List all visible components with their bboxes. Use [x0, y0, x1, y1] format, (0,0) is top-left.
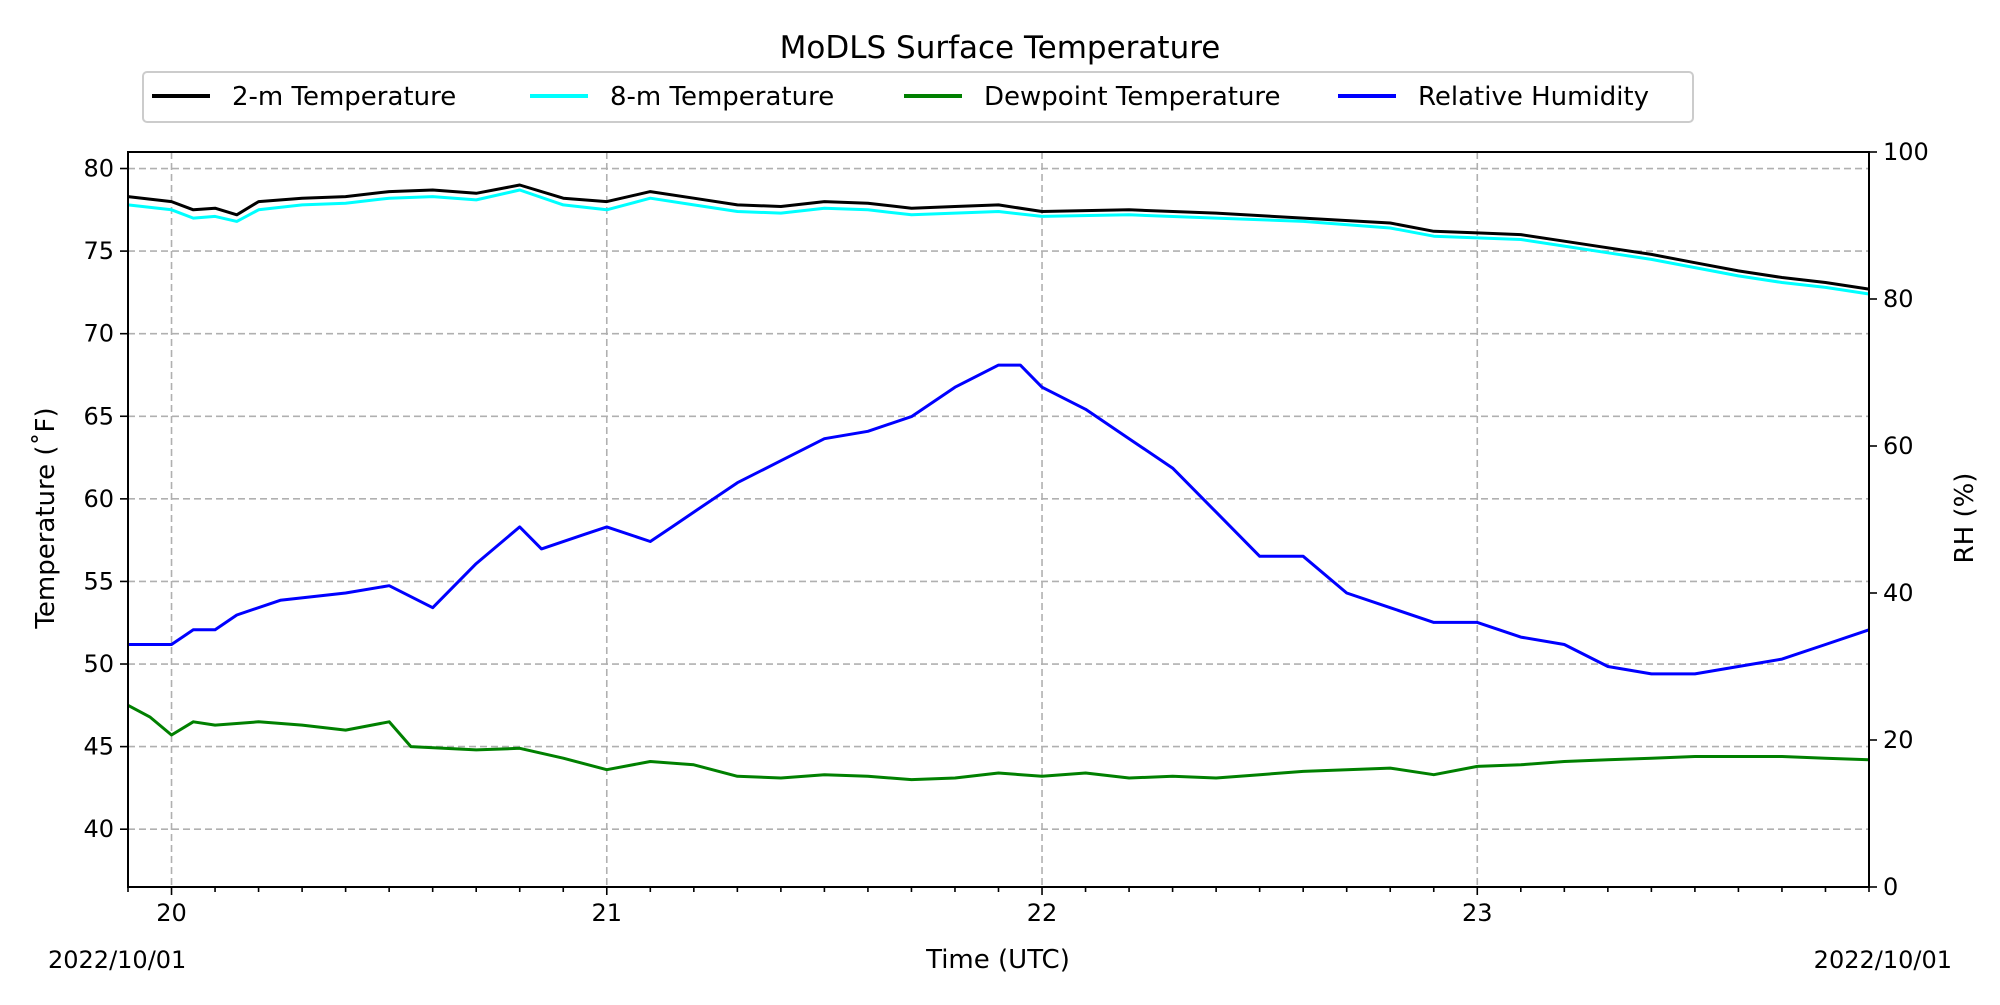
y-tick-label: 60	[83, 485, 114, 513]
y2-tick-label: 20	[1883, 726, 1914, 754]
y2-tick-label: 40	[1883, 579, 1914, 607]
y-tick-label: 80	[83, 155, 114, 183]
plot-frame	[127, 151, 1870, 888]
y2-tick-label: 80	[1883, 285, 1914, 313]
x-axis-label: Time (UTC)	[925, 945, 1070, 975]
y-tick-label: 55	[83, 567, 114, 595]
y2-tick-label: 0	[1883, 873, 1898, 901]
x-tick-label: 20	[156, 899, 187, 927]
axes: 40 45 50 55 60 65 70 75 80 0 20 40 60 80 100 20 21 22 23	[83, 138, 1928, 927]
y-tick-label: 70	[83, 320, 114, 348]
y-tick-label: 50	[83, 650, 114, 678]
chart-title: MoDLS Surface Temperature	[780, 30, 1221, 66]
y2-tick-label: 60	[1883, 432, 1914, 460]
series-line-dewpoint-temperature	[127, 703, 1870, 782]
x-tick-label: 21	[592, 899, 623, 927]
legend: 2-m Temperature 8-m Temperature Dewpoint T…	[142, 71, 1694, 123]
y-tick-label: 75	[83, 237, 114, 265]
series-lines	[127, 183, 1870, 782]
grid	[128, 152, 1869, 887]
y2-axis-label: RH (%)	[1950, 473, 1980, 564]
legend-label: Relative Humidity	[1418, 82, 1649, 112]
x-tick-label: 22	[1027, 899, 1058, 927]
y-tick-label: 45	[83, 733, 114, 761]
y2-tick-label: 100	[1883, 138, 1929, 166]
series-line-2-m-temperature	[127, 183, 1870, 291]
y-axis-label: Temperature (˚F)	[31, 407, 61, 629]
x-start-date-label: 2022/10/01	[48, 946, 186, 974]
legend-label: 8-m Temperature	[610, 82, 834, 112]
series-line-relative-humidity	[128, 363, 1870, 676]
x-end-date-label: 2022/10/01	[1814, 946, 1952, 974]
y-tick-label: 65	[83, 402, 114, 430]
x-tick-label: 23	[1462, 899, 1493, 927]
y-tick-label: 40	[83, 815, 114, 843]
legend-label: 2-m Temperature	[232, 82, 456, 112]
series-line-8-m-temperature	[127, 188, 1870, 296]
legend-label: Dewpoint Temperature	[984, 82, 1281, 112]
